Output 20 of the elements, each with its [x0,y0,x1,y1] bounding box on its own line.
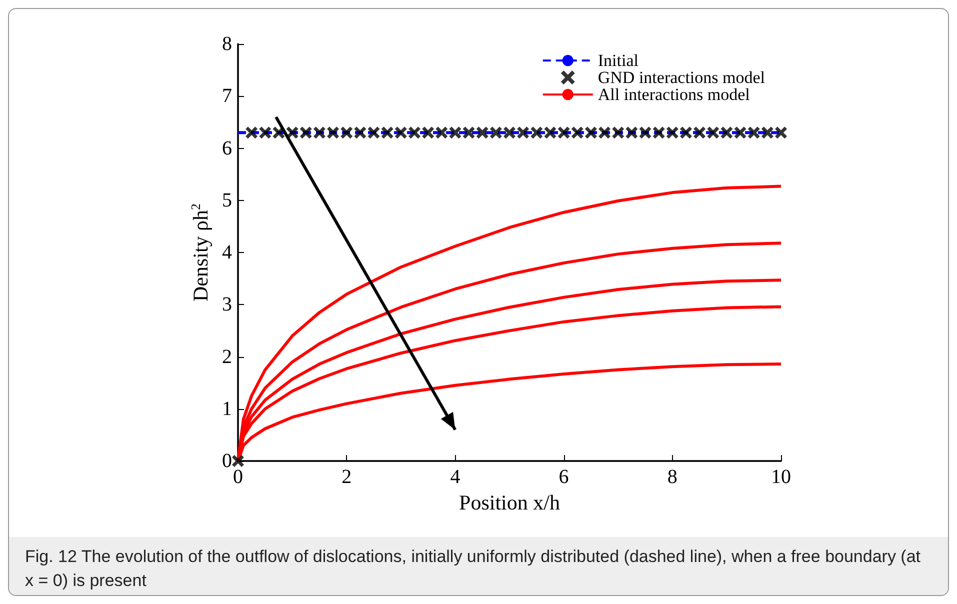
y-tick-label: 4 [222,242,232,264]
y-tick-label: 7 [222,85,232,108]
x-tick-label: 6 [558,466,569,488]
y-tick-label: 5 [222,189,232,212]
x-tick-label: 10 [771,466,791,488]
y-axis-title: Density ρh2 [188,203,213,302]
y-tick-label: 6 [222,137,232,160]
y-tick-label: 2 [222,346,232,368]
x-axis-title: Position x/h [459,490,560,514]
y-tick-label: 8 [222,33,232,55]
legend-label: All interactions model [598,85,750,104]
y-tick-label: 0 [222,450,232,472]
legend-label: GND interactions model [598,68,766,87]
x-tick-label: 4 [450,466,460,488]
x-tick-label: 8 [667,466,678,488]
caption: Fig. 12 The evolution of the outflow of dislocations, initially uniformly distributed (dashed line), when a free boundary (at x = 0) is present [25,546,922,592]
y-tick-label: 3 [222,294,232,316]
x-tick-label: 2 [342,466,352,488]
legend-label: Initial [598,51,639,70]
y-tick-label: 1 [222,398,232,420]
